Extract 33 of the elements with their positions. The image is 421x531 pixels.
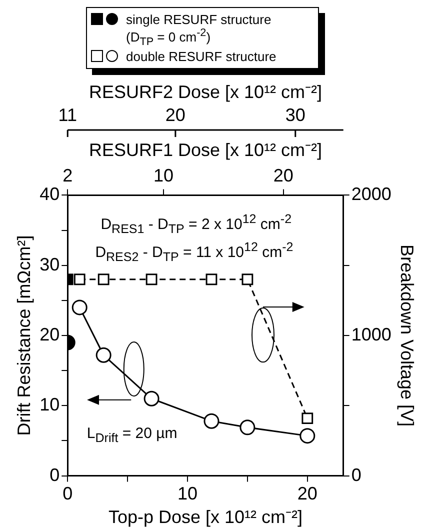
x-tick-label: 0	[62, 484, 73, 504]
x2-tick-label: 20	[273, 165, 294, 186]
legend-label: single RESURF structure (D$_{TP}$ = 0 cm$^{-2}$)	[126, 12, 272, 48]
point	[204, 413, 220, 429]
text: 20	[165, 104, 186, 125]
y-tick-label: 0	[50, 464, 60, 485]
y-tick-label: 10	[40, 394, 60, 415]
x-tick-label: 10	[177, 484, 198, 504]
x2-tick-label: 2	[62, 165, 73, 186]
point	[300, 428, 316, 444]
y2-tick-label: 1000	[351, 324, 392, 344]
x-tick-label: 20	[297, 484, 318, 504]
x-axis-title: Top-p Dose [x 10¹² cm⁻²]	[108, 507, 303, 528]
point	[240, 420, 256, 436]
y-tick-label: 40	[40, 184, 60, 204]
legend-label: double RESURF structure	[126, 48, 278, 64]
annotation: L$_{Drift}$ = 20 µm	[86, 425, 178, 446]
annotation: D$_{RES1}$ - D$_{TP}$ = 2 x 10$^{12}$ cm$^{-2}$	[100, 212, 292, 236]
annotation: D$_{RES2}$ - D$_{TP}$ = 11 x 10$^{12}$ cm$^{-2}$	[95, 240, 294, 264]
y-tick-label: 30	[40, 254, 60, 274]
y2-tick-label: 2000	[351, 184, 392, 204]
y-axis-title: Drift Resistance [mΩcm²]	[14, 235, 34, 436]
y2-tick-label: 0	[351, 464, 362, 485]
x2-tick-label: 10	[154, 165, 174, 186]
text: RESURF2 Dose [x 10¹² cm⁻²]	[88, 81, 322, 103]
point	[144, 390, 160, 406]
text: 11	[58, 104, 77, 125]
y2-axis-title: Breakdown Voltage [V]	[397, 244, 418, 427]
text: 30	[285, 104, 306, 125]
y-tick-label: 20	[40, 324, 60, 344]
point	[72, 300, 88, 316]
point	[96, 347, 112, 363]
x2-axis-title: RESURF1 Dose [x 10¹² cm⁻²]	[88, 140, 322, 160]
